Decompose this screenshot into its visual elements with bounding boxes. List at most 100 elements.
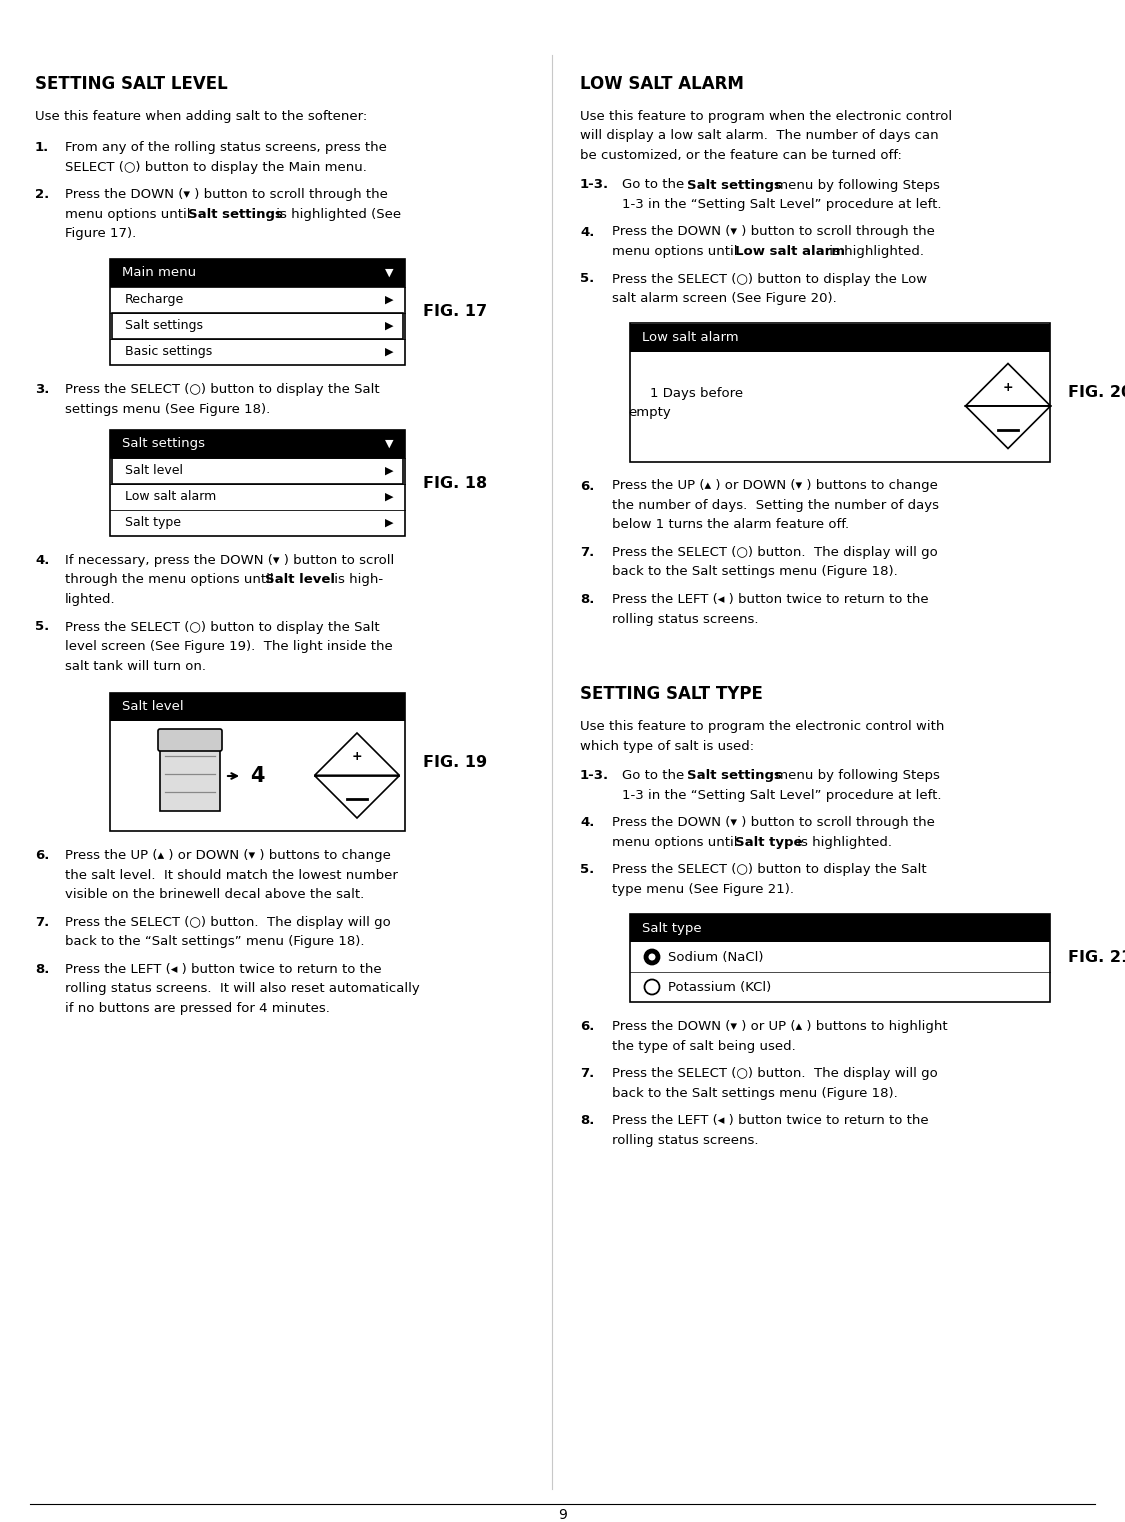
Text: rolling status screens.: rolling status screens. [612, 612, 758, 626]
Text: menu options until: menu options until [612, 245, 741, 259]
Text: settings menu (See Figure 18).: settings menu (See Figure 18). [65, 402, 270, 416]
Text: Press the SELECT (○) button to display the Salt: Press the SELECT (○) button to display t… [65, 384, 379, 396]
Text: Press the SELECT (○) button to display the Salt: Press the SELECT (○) button to display t… [612, 863, 927, 877]
Text: Press the SELECT (○) button to display the Low: Press the SELECT (○) button to display t… [612, 272, 927, 286]
Text: Basic settings: Basic settings [125, 345, 213, 359]
Text: SELECT (○) button to display the Main menu.: SELECT (○) button to display the Main me… [65, 161, 367, 174]
Text: back to the Salt settings menu (Figure 18).: back to the Salt settings menu (Figure 1… [612, 566, 898, 578]
Text: Go to the: Go to the [622, 178, 688, 192]
Text: salt alarm screen (See Figure 20).: salt alarm screen (See Figure 20). [612, 292, 837, 304]
Text: below 1 turns the alarm feature off.: below 1 turns the alarm feature off. [612, 519, 849, 531]
Bar [630, 915, 1050, 1001]
Text: back to the Salt settings menu (Figure 18).: back to the Salt settings menu (Figure 1… [612, 1087, 898, 1099]
Text: Press the LEFT (◂ ) button twice to return to the: Press the LEFT (◂ ) button twice to retu… [612, 594, 928, 606]
Text: +: + [352, 750, 362, 764]
Text: ▶: ▶ [385, 295, 393, 304]
Bar [630, 324, 1050, 461]
Text: 1.: 1. [35, 142, 50, 155]
Text: 1 Days before: 1 Days before [650, 387, 744, 399]
Text: Main menu: Main menu [122, 266, 196, 280]
Text: SETTING SALT LEVEL: SETTING SALT LEVEL [35, 75, 227, 93]
Text: menu options until: menu options until [65, 209, 195, 221]
Text: Potassium (KCl): Potassium (KCl) [668, 980, 772, 994]
Text: Press the UP (▴ ) or DOWN (▾ ) buttons to change: Press the UP (▴ ) or DOWN (▾ ) buttons t… [65, 849, 390, 861]
Text: ▼: ▼ [385, 438, 393, 449]
FancyBboxPatch shape [158, 729, 222, 750]
Text: menu options until: menu options until [612, 836, 741, 848]
Text: 5.: 5. [35, 621, 50, 633]
Circle shape [645, 950, 659, 965]
Text: ▶: ▶ [385, 466, 393, 476]
Text: ▶: ▶ [385, 517, 393, 528]
Text: is highlighted.: is highlighted. [825, 245, 924, 259]
Text: the type of salt being used.: the type of salt being used. [612, 1040, 795, 1053]
Text: is high-: is high- [330, 574, 383, 586]
Bar [630, 915, 1050, 942]
Text: which type of salt is used:: which type of salt is used: [580, 740, 754, 752]
Text: Softener Operation: Softener Operation [894, 12, 1107, 30]
Text: FIG. 17: FIG. 17 [423, 304, 487, 320]
Text: ▶: ▶ [385, 492, 393, 502]
Text: LOW SALT ALARM: LOW SALT ALARM [580, 75, 744, 93]
Bar [110, 431, 405, 536]
Text: 7.: 7. [580, 546, 594, 559]
Text: is highlighted (See: is highlighted (See [272, 209, 400, 221]
Text: Low salt alarm: Low salt alarm [125, 490, 216, 504]
Text: 8.: 8. [580, 594, 594, 606]
Text: Press the SELECT (○) button to display the Salt: Press the SELECT (○) button to display t… [65, 621, 379, 633]
Text: Recharge: Recharge [125, 294, 184, 306]
Text: 5.: 5. [580, 863, 594, 877]
Text: menu by following Steps: menu by following Steps [771, 769, 939, 782]
Text: Low salt alarm: Low salt alarm [735, 245, 845, 259]
Text: Salt level: Salt level [122, 700, 183, 714]
Text: Sodium (NaCl): Sodium (NaCl) [668, 951, 764, 963]
Text: ▶: ▶ [385, 321, 393, 330]
Text: menu by following Steps: menu by following Steps [771, 178, 939, 192]
Circle shape [645, 980, 659, 994]
Text: through the menu options until: through the menu options until [65, 574, 278, 586]
Text: Salt settings: Salt settings [686, 769, 782, 782]
Text: 6.: 6. [35, 849, 50, 861]
Text: +: + [1002, 380, 1014, 394]
Text: S Y S T E M S: S Y S T E M S [18, 29, 86, 40]
Text: Go to the: Go to the [622, 769, 688, 782]
Bar [630, 324, 1050, 352]
Text: Press the SELECT (○) button.  The display will go: Press the SELECT (○) button. The display… [612, 1067, 938, 1081]
Text: Salt type: Salt type [125, 516, 181, 530]
Text: FIG. 19: FIG. 19 [423, 755, 487, 770]
Bar [110, 259, 405, 365]
Text: salt tank will turn on.: salt tank will turn on. [65, 659, 206, 673]
Text: FIG. 18: FIG. 18 [423, 475, 487, 490]
Text: 1-3 in the “Setting Salt Level” procedure at left.: 1-3 in the “Setting Salt Level” procedur… [622, 788, 942, 802]
Text: Salt type: Salt type [735, 836, 802, 848]
Text: Salt level: Salt level [266, 574, 335, 586]
Text: 8.: 8. [35, 962, 50, 976]
Text: 1-3.: 1-3. [580, 178, 609, 192]
Text: Press the LEFT (◂ ) button twice to return to the: Press the LEFT (◂ ) button twice to retu… [65, 962, 381, 976]
Text: ▼: ▼ [385, 268, 393, 279]
Polygon shape [965, 364, 1051, 406]
Text: SETTING SALT TYPE: SETTING SALT TYPE [580, 685, 763, 703]
Text: Press the SELECT (○) button.  The display will go: Press the SELECT (○) button. The display… [65, 916, 390, 928]
Text: FIG. 21: FIG. 21 [1068, 951, 1125, 965]
Bar [110, 693, 405, 831]
Text: Salt settings: Salt settings [125, 320, 202, 332]
Text: lighted.: lighted. [65, 594, 116, 606]
Bar [112, 314, 403, 339]
Text: Press the DOWN (▾ ) button to scroll through the: Press the DOWN (▾ ) button to scroll thr… [612, 816, 935, 829]
Text: 7.: 7. [35, 916, 50, 928]
Text: Salt level: Salt level [125, 464, 183, 478]
Text: is highlighted.: is highlighted. [793, 836, 892, 848]
Text: be customized, or the feature can be turned off:: be customized, or the feature can be tur… [580, 149, 902, 161]
Text: Low salt alarm: Low salt alarm [642, 330, 739, 344]
Text: if no buttons are pressed for 4 minutes.: if no buttons are pressed for 4 minutes. [65, 1001, 330, 1015]
Text: Press the DOWN (▾ ) or UP (▴ ) buttons to highlight: Press the DOWN (▾ ) or UP (▴ ) buttons t… [612, 1020, 947, 1033]
Bar [110, 431, 405, 458]
Bar [110, 259, 405, 288]
Bar [112, 458, 403, 484]
Text: 4: 4 [250, 766, 264, 785]
Text: the number of days.  Setting the number of days: the number of days. Setting the number o… [612, 499, 939, 511]
Polygon shape [315, 776, 399, 817]
Text: ▶: ▶ [385, 347, 393, 358]
Text: Salt settings: Salt settings [188, 209, 282, 221]
